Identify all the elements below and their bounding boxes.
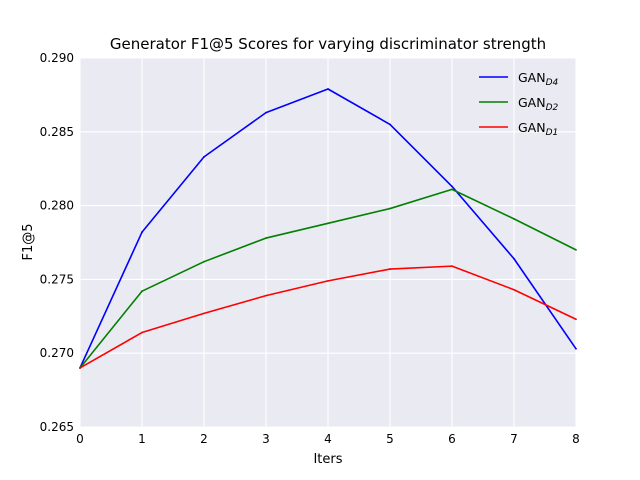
y-tick-label: 0.290 bbox=[40, 51, 74, 65]
data-point-d4 bbox=[141, 231, 143, 234]
y-tick-labels: 0.265 0.270 0.275 0.280 0.285 0.290 bbox=[40, 51, 74, 434]
x-tick-labels: 0 1 2 3 4 5 6 7 8 bbox=[76, 432, 580, 446]
x-tick-label: 1 bbox=[138, 432, 146, 446]
legend-label-name: GAN bbox=[518, 95, 546, 110]
y-tick-label: 0.270 bbox=[40, 346, 74, 360]
data-point-d1 bbox=[575, 318, 577, 321]
legend-label-subscript: D4 bbox=[546, 78, 559, 88]
data-point-d1 bbox=[141, 331, 143, 334]
legend-label: GAND1 bbox=[518, 120, 558, 138]
data-point-d2 bbox=[451, 188, 453, 191]
data-point-d1 bbox=[451, 265, 453, 268]
data-point-d1 bbox=[265, 294, 267, 297]
data-point-d2 bbox=[389, 207, 391, 210]
data-point-d4 bbox=[203, 155, 205, 158]
data-point-d4 bbox=[389, 123, 391, 126]
data-point-d4 bbox=[513, 257, 515, 260]
x-tick-label: 3 bbox=[262, 432, 270, 446]
data-point-d2 bbox=[141, 290, 143, 293]
x-tick-label: 0 bbox=[76, 432, 84, 446]
grid-lines bbox=[79, 57, 577, 428]
x-tick-label: 6 bbox=[448, 432, 456, 446]
y-tick-label: 0.275 bbox=[40, 272, 74, 286]
data-point-d2 bbox=[513, 217, 515, 220]
x-tick-label: 2 bbox=[200, 432, 208, 446]
data-point-d2 bbox=[265, 237, 267, 239]
data-point-d2 bbox=[327, 222, 329, 225]
y-tick-label: 0.285 bbox=[40, 125, 74, 139]
data-point-d4 bbox=[327, 88, 329, 90]
legend-label-name: GAN bbox=[518, 120, 546, 135]
chart-title: Generator F1@5 Scores for varying discri… bbox=[110, 35, 546, 53]
data-point-d4 bbox=[575, 347, 577, 350]
y-axis-label: F1@5 bbox=[21, 223, 36, 260]
data-point-d1 bbox=[389, 268, 391, 270]
y-tick-label: 0.280 bbox=[40, 199, 74, 213]
data-point-d4 bbox=[451, 185, 453, 188]
x-tick-label: 7 bbox=[510, 432, 518, 446]
legend-label: GAND4 bbox=[518, 70, 559, 88]
x-tick-label: 4 bbox=[324, 432, 332, 446]
data-point-d2 bbox=[575, 248, 577, 251]
legend-label-name: GAN bbox=[518, 70, 546, 85]
legend-label-subscript: D1 bbox=[546, 128, 559, 138]
series-lines bbox=[79, 88, 577, 369]
data-point-d1 bbox=[513, 288, 515, 291]
x-tick-label: 8 bbox=[572, 432, 580, 446]
y-tick-label: 0.265 bbox=[40, 420, 74, 434]
data-point-d1 bbox=[327, 279, 329, 282]
x-axis-label: Iters bbox=[313, 452, 342, 467]
data-point-d2 bbox=[203, 260, 205, 263]
legend-label: GAND2 bbox=[518, 95, 559, 113]
x-tick-label: 5 bbox=[386, 432, 394, 446]
data-point-d1 bbox=[203, 312, 205, 315]
legend-label-subscript: D2 bbox=[546, 103, 559, 113]
data-point-d4 bbox=[265, 111, 267, 114]
data-point-d1 bbox=[79, 367, 81, 369]
